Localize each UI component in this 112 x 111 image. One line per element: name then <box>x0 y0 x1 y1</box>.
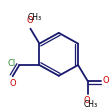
Text: CH₃: CH₃ <box>83 100 97 109</box>
Text: CH₃: CH₃ <box>28 13 42 22</box>
Text: O: O <box>102 76 108 85</box>
Text: Cl: Cl <box>8 59 16 68</box>
Text: O: O <box>82 96 89 105</box>
Text: O: O <box>9 79 16 88</box>
Text: O: O <box>26 16 32 25</box>
